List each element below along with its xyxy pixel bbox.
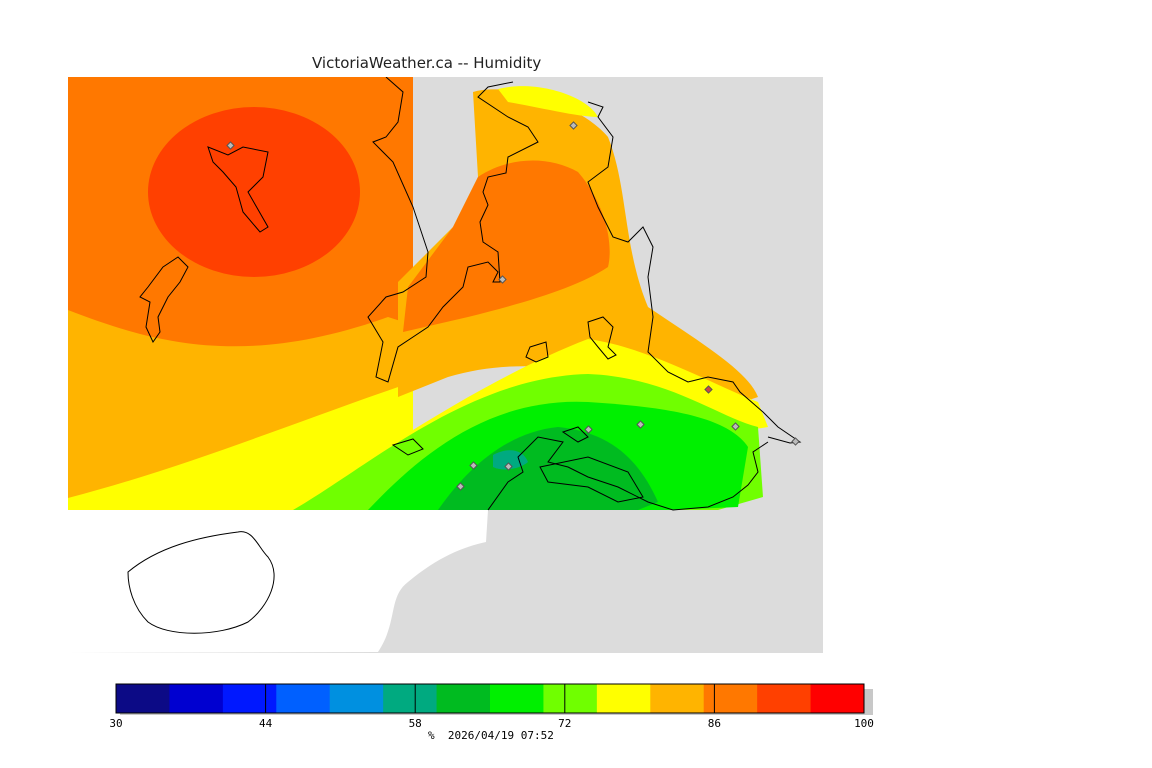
coastline-main — [367, 77, 539, 383]
footer-label: % 2026/04/19 07:52 — [428, 729, 554, 742]
legend-border — [115, 683, 865, 714]
legend-swatch — [650, 684, 705, 713]
legend-swatch — [116, 684, 170, 713]
map-title: VictoriaWeather.ca -- Humidity — [312, 54, 542, 72]
unit-label: % — [428, 729, 435, 742]
legend-swatch — [169, 684, 224, 713]
legend-swatch — [490, 684, 544, 713]
legend-ticks: 30 44 58 72 86 100 — [109, 684, 874, 730]
island-6 — [561, 426, 589, 443]
legend-swatch — [276, 684, 331, 713]
station-marker — [636, 420, 645, 429]
legend-swatch — [703, 684, 758, 713]
legend-swatch — [329, 684, 384, 713]
station-marker — [584, 425, 593, 434]
station-marker — [498, 275, 507, 284]
station-marker — [704, 385, 713, 394]
coastline-east — [587, 101, 802, 444]
legend-swatch — [436, 684, 491, 713]
island-3 — [587, 316, 617, 360]
legend-swatch — [596, 684, 651, 713]
station-marker — [504, 462, 513, 471]
band-yellow-top — [498, 86, 598, 117]
legend-tick-label: 72 — [558, 717, 571, 730]
legend-tick-label: 30 — [109, 717, 122, 730]
coastlines — [139, 77, 802, 511]
station-marker — [569, 121, 578, 130]
legend-swatch — [543, 684, 598, 713]
timestamp-label: 2026/04/19 07:52 — [447, 729, 554, 742]
legend-tick-label: 58 — [409, 717, 422, 730]
station-marker — [226, 141, 235, 150]
legend-shadow — [120, 689, 873, 715]
station-marker — [469, 461, 478, 470]
legend-swatch — [383, 684, 438, 713]
peninsula-white — [127, 531, 275, 634]
station-marker — [731, 422, 740, 431]
island-2 — [139, 256, 189, 343]
legend-swatches — [116, 684, 865, 713]
island-1 — [207, 146, 269, 233]
band-deep-orange-east — [403, 160, 610, 332]
station-markers — [226, 121, 800, 491]
legend-swatch — [757, 684, 812, 713]
legend-tick-label: 100 — [854, 717, 874, 730]
station-marker — [791, 437, 800, 446]
legend-swatch — [222, 684, 277, 713]
island-5 — [391, 438, 424, 456]
band-darkgreen-south — [438, 427, 658, 510]
island-4 — [525, 341, 549, 363]
island-south-large — [539, 456, 644, 503]
humidity-map — [68, 77, 823, 653]
legend-tick-label: 44 — [259, 717, 273, 730]
legend-swatch — [810, 684, 865, 713]
band-red-dome — [148, 107, 360, 277]
legend-tick-label: 86 — [708, 717, 721, 730]
coastline-south — [487, 436, 769, 511]
band-yellow-west — [68, 382, 413, 510]
station-marker — [456, 482, 465, 491]
contour-band-region — [68, 77, 768, 510]
